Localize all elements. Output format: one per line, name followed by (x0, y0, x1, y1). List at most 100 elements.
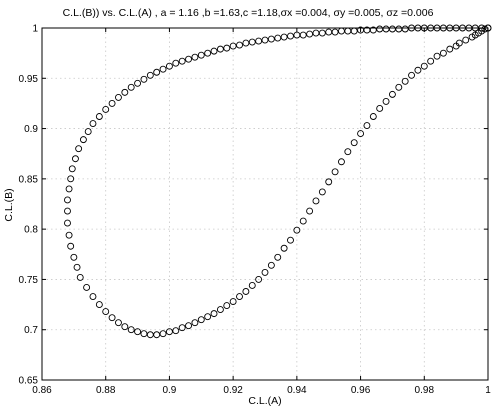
x-tick-label: 1 (485, 385, 491, 396)
x-tick-label: 0.96 (351, 385, 371, 396)
data-point (159, 65, 167, 73)
data-point (261, 268, 269, 276)
y-tick-label: 0.85 (19, 174, 39, 185)
data-point (134, 328, 142, 336)
data-point (408, 71, 415, 79)
data-point (76, 273, 84, 281)
data-point (293, 226, 301, 234)
data-point (95, 301, 103, 309)
data-point (89, 293, 97, 300)
data-point (115, 319, 122, 327)
data-point (427, 57, 435, 65)
data-point (229, 298, 237, 306)
y-tick-label: 0.75 (19, 275, 39, 286)
data-point (420, 62, 428, 70)
data-point (382, 97, 390, 105)
data-point (280, 244, 288, 252)
data-point (369, 113, 377, 120)
data-point (401, 25, 409, 33)
data-point (146, 71, 154, 79)
data-point (414, 66, 422, 74)
data-point (172, 327, 180, 335)
data-point (134, 79, 142, 87)
data-point (363, 122, 371, 130)
data-point (306, 207, 314, 215)
data-point (185, 322, 192, 330)
data-point (127, 326, 135, 334)
data-point (67, 242, 75, 250)
data-point (338, 158, 345, 166)
data-point (223, 302, 231, 310)
data-point (121, 323, 129, 331)
data-point (64, 219, 71, 227)
data-point (248, 282, 256, 289)
y-tick-label: 0.8 (24, 225, 38, 236)
data-point (159, 330, 167, 338)
data-point (446, 45, 454, 53)
data-point (325, 178, 333, 186)
data-point (369, 26, 377, 34)
data-markers (64, 24, 492, 339)
data-point (185, 55, 192, 63)
y-tick-label: 1 (32, 24, 38, 35)
data-point (102, 308, 110, 316)
data-point (127, 83, 135, 91)
data-point (216, 306, 224, 314)
data-point (433, 52, 441, 60)
data-point (68, 165, 76, 173)
data-point (204, 49, 212, 57)
data-point (223, 44, 231, 52)
x-axis-label: C.L.(A) (248, 395, 281, 407)
data-point (331, 28, 339, 36)
data-point (274, 253, 282, 261)
data-point (376, 105, 384, 112)
data-point (172, 59, 180, 67)
data-point (71, 155, 79, 163)
data-point (255, 37, 263, 45)
data-point (287, 32, 294, 40)
data-point (299, 217, 307, 225)
data-point (395, 83, 403, 91)
data-point (73, 263, 81, 271)
y-axis-label: C.L.(B) (3, 188, 15, 221)
y-tick-label: 0.9 (24, 124, 38, 135)
data-point (236, 41, 243, 49)
data-point (65, 185, 73, 193)
y-tick-label: 0.95 (19, 74, 39, 85)
data-point (242, 288, 250, 295)
data-point (274, 34, 282, 42)
data-point (65, 231, 73, 239)
chart-title: C.L.(B)) vs. C.L.(A) , a = 1.16 ,b =1.63… (63, 7, 434, 19)
data-point (452, 42, 460, 50)
data-point (140, 330, 148, 338)
data-point (210, 47, 218, 55)
data-point (64, 207, 71, 215)
data-point (178, 57, 186, 65)
data-point (89, 120, 97, 127)
data-point (153, 68, 161, 76)
data-point (140, 75, 148, 83)
data-point (108, 314, 116, 322)
x-tick-label: 0.88 (96, 385, 116, 396)
data-point (108, 99, 116, 107)
y-tick-label: 0.65 (19, 376, 39, 387)
data-point (255, 275, 263, 283)
data-point (210, 310, 218, 318)
data-point (115, 93, 122, 101)
data-point (165, 328, 173, 336)
data-point (462, 36, 470, 44)
x-tick-label: 0.94 (287, 385, 307, 396)
x-tick-label: 0.92 (223, 385, 243, 396)
grid-lines (42, 28, 488, 380)
data-point (102, 106, 110, 113)
data-point (165, 62, 173, 70)
plot-frame (41, 27, 489, 381)
data-point (64, 196, 71, 204)
data-point (84, 128, 92, 136)
data-point (318, 29, 326, 37)
data-point (350, 139, 358, 147)
data-point (83, 284, 91, 291)
data-point (344, 148, 352, 156)
data-point (146, 331, 154, 339)
